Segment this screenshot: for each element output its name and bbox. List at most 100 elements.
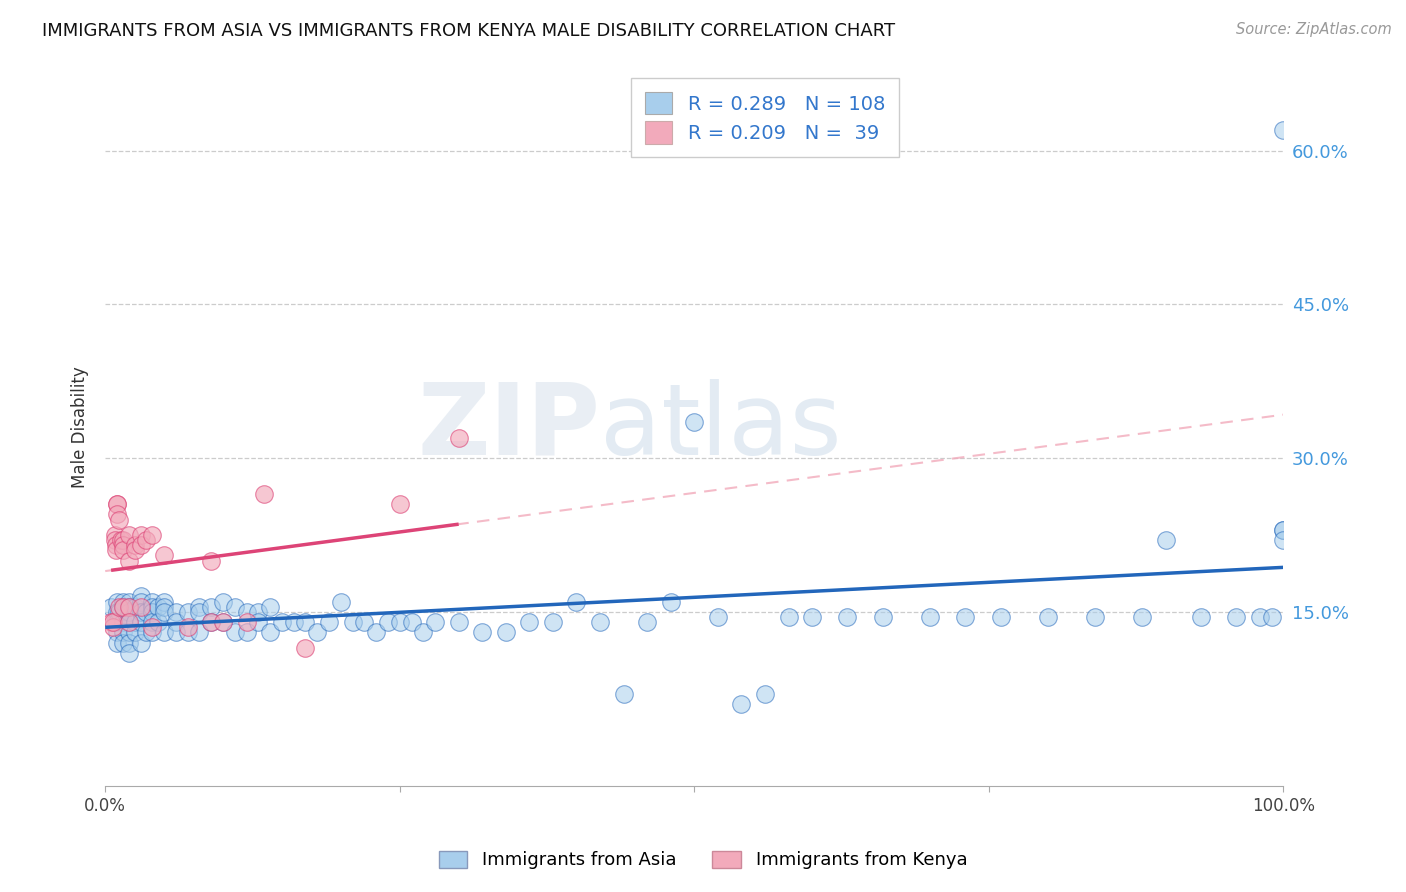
Point <box>153 599 176 614</box>
Point <box>200 553 222 567</box>
Legend: R = 0.289   N = 108, R = 0.209   N =  39: R = 0.289 N = 108, R = 0.209 N = 39 <box>631 78 898 157</box>
Point <box>118 625 141 640</box>
Point <box>148 599 170 614</box>
Point <box>111 635 134 649</box>
Point <box>105 497 128 511</box>
Point <box>1154 533 1177 547</box>
Point <box>318 615 340 629</box>
Point <box>118 605 141 619</box>
Point <box>1189 610 1212 624</box>
Point <box>683 415 706 429</box>
Point <box>141 615 163 629</box>
Point <box>176 605 198 619</box>
Point <box>141 620 163 634</box>
Point <box>135 625 157 640</box>
Point <box>388 497 411 511</box>
Point <box>124 538 146 552</box>
Point <box>388 615 411 629</box>
Point <box>366 625 388 640</box>
Point <box>1272 523 1295 537</box>
Point <box>247 615 270 629</box>
Point <box>141 599 163 614</box>
Point <box>118 599 141 614</box>
Legend: Immigrants from Asia, Immigrants from Kenya: Immigrants from Asia, Immigrants from Ke… <box>429 842 977 879</box>
Point <box>730 697 752 711</box>
Point <box>111 615 134 629</box>
Point <box>1225 610 1247 624</box>
Point <box>176 625 198 640</box>
Point <box>342 615 364 629</box>
Point <box>129 615 152 629</box>
Point <box>153 594 176 608</box>
Point <box>129 599 152 614</box>
Point <box>872 610 894 624</box>
Point <box>104 538 127 552</box>
Point <box>565 594 588 608</box>
Point <box>259 599 281 614</box>
Point <box>401 615 423 629</box>
Point <box>135 605 157 619</box>
Point <box>111 599 134 614</box>
Point <box>118 615 141 629</box>
Point <box>235 615 257 629</box>
Point <box>111 599 134 614</box>
Point <box>105 635 128 649</box>
Point <box>124 615 146 629</box>
Point <box>259 625 281 640</box>
Point <box>837 610 859 624</box>
Point <box>165 615 187 629</box>
Point <box>103 620 125 634</box>
Point <box>105 594 128 608</box>
Point <box>1260 610 1282 624</box>
Point <box>105 605 128 619</box>
Point <box>377 615 399 629</box>
Point <box>271 615 294 629</box>
Point <box>153 625 176 640</box>
Point <box>103 615 125 629</box>
Point <box>108 599 131 614</box>
Point <box>754 687 776 701</box>
Point <box>253 487 276 501</box>
Point <box>495 625 517 640</box>
Point <box>636 615 658 629</box>
Point <box>247 605 270 619</box>
Point <box>105 508 128 522</box>
Point <box>200 599 222 614</box>
Point <box>224 625 246 640</box>
Point <box>517 615 540 629</box>
Point <box>1272 533 1295 547</box>
Point <box>141 594 163 608</box>
Point <box>412 625 434 640</box>
Point <box>613 687 636 701</box>
Point <box>1249 610 1271 624</box>
Point <box>471 625 494 640</box>
Point <box>224 599 246 614</box>
Point <box>329 594 352 608</box>
Point <box>105 497 128 511</box>
Point <box>541 615 564 629</box>
Point <box>707 610 730 624</box>
Text: ZIP: ZIP <box>418 379 600 475</box>
Point <box>188 599 211 614</box>
Point <box>447 431 470 445</box>
Point <box>100 615 122 629</box>
Point <box>955 610 977 624</box>
Point <box>294 615 316 629</box>
Point <box>124 599 146 614</box>
Point <box>1036 610 1059 624</box>
Point <box>1084 610 1107 624</box>
Point <box>135 533 157 547</box>
Point <box>212 615 235 629</box>
Point <box>990 610 1012 624</box>
Point <box>423 615 446 629</box>
Point <box>148 615 170 629</box>
Point <box>212 615 235 629</box>
Point <box>165 625 187 640</box>
Point <box>307 625 329 640</box>
Point <box>111 538 134 552</box>
Point <box>1272 523 1295 537</box>
Point <box>118 615 141 629</box>
Point <box>118 594 141 608</box>
Point <box>108 513 131 527</box>
Point <box>801 610 824 624</box>
